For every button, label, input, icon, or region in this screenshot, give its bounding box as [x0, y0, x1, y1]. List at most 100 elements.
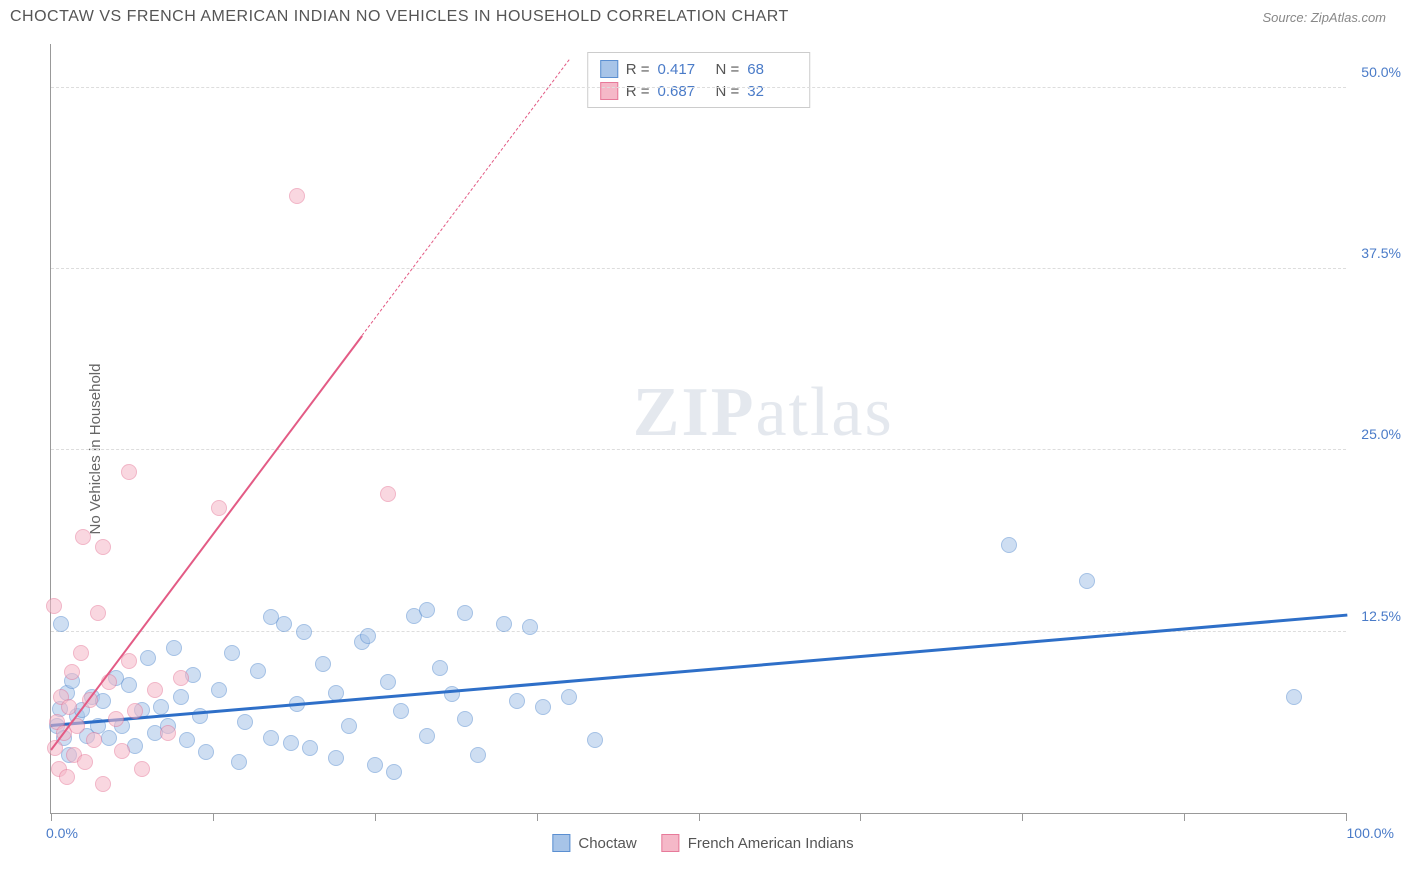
data-point — [419, 728, 435, 744]
data-point — [328, 750, 344, 766]
legend-item: Choctaw — [552, 834, 636, 852]
data-point — [153, 699, 169, 715]
x-tick — [699, 813, 700, 821]
data-point — [173, 689, 189, 705]
gridline — [51, 87, 1346, 88]
r-value: 0.417 — [658, 61, 708, 78]
x-tick — [1346, 813, 1347, 821]
data-point — [263, 730, 279, 746]
data-point — [1286, 689, 1302, 705]
data-point — [73, 645, 89, 661]
data-point — [535, 699, 551, 715]
r-value: 0.687 — [658, 83, 708, 100]
data-point — [360, 628, 376, 644]
x-tick — [213, 813, 214, 821]
n-label: N = — [716, 61, 740, 78]
data-point — [101, 730, 117, 746]
x-tick — [537, 813, 538, 821]
data-point — [509, 693, 525, 709]
series-swatch — [600, 60, 618, 78]
legend-label: French American Indians — [688, 835, 854, 852]
x-max-label: 100.0% — [1347, 825, 1394, 841]
data-point — [1079, 573, 1095, 589]
data-point — [211, 682, 227, 698]
legend-label: Choctaw — [578, 835, 636, 852]
data-point — [457, 711, 473, 727]
data-point — [61, 699, 77, 715]
data-point — [108, 711, 124, 727]
data-point — [302, 740, 318, 756]
data-point — [90, 605, 106, 621]
data-point — [114, 743, 130, 759]
data-point — [75, 529, 91, 545]
x-min-label: 0.0% — [46, 825, 78, 841]
data-point — [140, 650, 156, 666]
data-point — [95, 539, 111, 555]
data-point — [432, 660, 448, 676]
chart-title: CHOCTAW VS FRENCH AMERICAN INDIAN NO VEH… — [10, 8, 789, 26]
data-point — [77, 754, 93, 770]
data-point — [250, 663, 266, 679]
stats-row: R = 0.417 N = 68 — [600, 58, 798, 80]
y-tick-label: 50.0% — [1361, 64, 1401, 80]
data-point — [231, 754, 247, 770]
r-label: R = — [626, 61, 650, 78]
data-point — [296, 624, 312, 640]
data-point — [134, 761, 150, 777]
data-point — [283, 735, 299, 751]
data-point — [263, 609, 279, 625]
data-point — [237, 714, 253, 730]
x-tick — [375, 813, 376, 821]
x-tick — [1184, 813, 1185, 821]
stats-row: R =0.687N =32 — [600, 80, 798, 102]
x-tick — [860, 813, 861, 821]
r-label: R = — [626, 83, 650, 100]
series-swatch — [600, 82, 618, 100]
data-point — [121, 677, 137, 693]
n-value: 32 — [747, 83, 797, 100]
data-point — [224, 645, 240, 661]
n-value: 68 — [747, 61, 797, 78]
data-point — [1001, 537, 1017, 553]
data-point — [121, 464, 137, 480]
data-point — [46, 598, 62, 614]
data-point — [522, 619, 538, 635]
chart-container: No Vehicles in Household ZIPatlas R =0.4… — [0, 34, 1406, 864]
source-label: Source: ZipAtlas.com — [1262, 10, 1386, 25]
data-point — [166, 640, 182, 656]
data-point — [95, 776, 111, 792]
data-point — [289, 188, 305, 204]
data-point — [179, 732, 195, 748]
data-point — [127, 703, 143, 719]
data-point — [211, 500, 227, 516]
legend-item: French American Indians — [662, 834, 854, 852]
watermark: ZIPatlas — [633, 373, 894, 453]
data-point — [341, 718, 357, 734]
data-point — [147, 682, 163, 698]
gridline — [51, 449, 1346, 450]
data-point — [64, 664, 80, 680]
data-point — [59, 769, 75, 785]
data-point — [561, 689, 577, 705]
data-point — [457, 605, 473, 621]
x-tick — [1022, 813, 1023, 821]
y-tick-label: 37.5% — [1361, 245, 1401, 261]
data-point — [380, 674, 396, 690]
data-point — [587, 732, 603, 748]
data-point — [53, 616, 69, 632]
x-tick — [51, 813, 52, 821]
data-point — [496, 616, 512, 632]
bottom-legend: Choctaw French American Indians — [552, 834, 853, 852]
data-point — [380, 486, 396, 502]
data-point — [160, 725, 176, 741]
data-point — [367, 757, 383, 773]
data-point — [198, 744, 214, 760]
data-point — [86, 732, 102, 748]
trend-line — [362, 59, 570, 336]
legend-swatch — [662, 834, 680, 852]
y-tick-label: 12.5% — [1361, 608, 1401, 624]
legend-swatch — [552, 834, 570, 852]
data-point — [173, 670, 189, 686]
data-point — [315, 656, 331, 672]
data-point — [393, 703, 409, 719]
